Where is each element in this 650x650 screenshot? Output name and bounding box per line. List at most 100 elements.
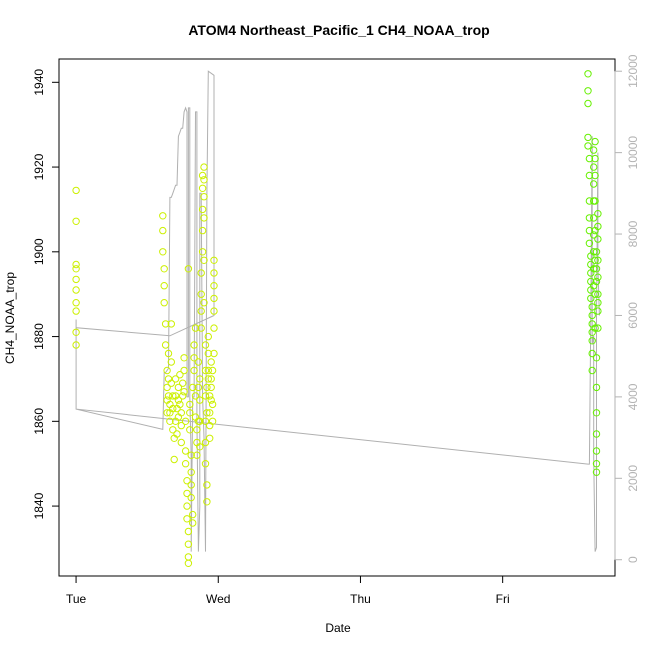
data-point <box>591 290 599 298</box>
data-point <box>588 311 596 320</box>
data-point <box>186 400 194 409</box>
data-point <box>167 358 176 366</box>
data-point <box>210 294 218 303</box>
data-point <box>198 226 207 235</box>
data-point <box>594 290 602 298</box>
data-point <box>72 299 80 307</box>
data-point <box>187 481 195 489</box>
data-point <box>210 282 218 290</box>
data-point <box>187 493 195 502</box>
y-axis-right: 0 2000 4000 6000 8000 10000 12000 <box>614 54 640 563</box>
data-point <box>204 375 213 383</box>
data-point <box>164 392 173 400</box>
y2-tick-label: 12000 <box>626 54 640 88</box>
data-point <box>194 358 203 366</box>
data-point <box>164 349 173 358</box>
data-point <box>590 248 598 256</box>
data-point <box>174 383 183 392</box>
data-point <box>180 388 188 396</box>
data-point <box>191 324 200 332</box>
data-point <box>590 214 598 222</box>
data-point <box>590 146 598 154</box>
data-point <box>197 324 205 332</box>
data-point <box>160 265 168 273</box>
data-point <box>590 231 598 239</box>
data-points-layer <box>72 70 602 567</box>
data-point <box>159 212 167 220</box>
data-point <box>193 451 201 459</box>
data-point <box>588 337 596 345</box>
data-point <box>207 358 215 366</box>
data-point <box>585 226 594 235</box>
y2-tick-label: 4000 <box>626 383 640 410</box>
data-point <box>203 409 211 417</box>
data-point <box>204 332 213 341</box>
data-point <box>189 510 197 519</box>
data-point <box>177 409 186 417</box>
data-point <box>590 265 598 273</box>
data-point <box>590 163 598 171</box>
data-point <box>72 341 80 349</box>
data-point <box>592 430 601 438</box>
y2-tick-label: 6000 <box>626 302 640 329</box>
x-tick-label: Thu <box>350 592 371 606</box>
data-point <box>196 375 204 383</box>
data-point <box>197 269 205 277</box>
y-tick-label: 1860 <box>32 408 46 435</box>
data-point <box>201 417 210 425</box>
data-point <box>201 392 210 400</box>
data-point <box>206 434 214 442</box>
data-point <box>591 256 599 264</box>
y-tick-label: 1920 <box>32 153 46 180</box>
data-point <box>587 294 595 303</box>
data-point <box>190 366 198 375</box>
data-point <box>200 193 208 201</box>
data-point <box>160 282 168 290</box>
data-point <box>169 426 177 434</box>
data-point <box>72 275 80 284</box>
data-point <box>173 430 181 438</box>
data-point <box>167 379 176 387</box>
chart-title: ATOM4 Northeast_Pacific_1 CH4_NOAA_trop <box>188 22 489 38</box>
data-point <box>176 400 184 409</box>
data-point <box>594 256 602 264</box>
data-point <box>72 265 80 273</box>
data-point <box>208 417 217 425</box>
data-point <box>190 341 198 349</box>
data-point <box>592 248 601 256</box>
plot-box <box>58 58 616 577</box>
data-point <box>160 299 168 307</box>
data-point <box>179 392 187 400</box>
data-point <box>197 290 205 298</box>
data-point <box>592 265 601 273</box>
data-point <box>210 256 218 264</box>
data-point <box>181 460 190 468</box>
data-point <box>177 438 186 447</box>
data-point <box>159 248 167 256</box>
altitude-line-layer <box>75 70 600 552</box>
data-point <box>72 328 80 336</box>
data-point <box>207 396 215 404</box>
data-point <box>206 409 214 417</box>
data-point <box>588 349 596 358</box>
data-point <box>592 383 601 392</box>
data-point <box>592 409 601 417</box>
y-tick-label: 1900 <box>32 238 46 265</box>
data-point <box>198 184 207 193</box>
data-point <box>584 87 592 95</box>
data-point <box>183 477 191 485</box>
data-point <box>588 303 596 311</box>
data-point <box>184 265 193 273</box>
data-point <box>163 409 171 417</box>
data-point <box>197 307 205 315</box>
data-point <box>206 392 214 400</box>
data-point <box>163 383 171 392</box>
data-point <box>585 239 594 248</box>
y-axis-label: CH4_NOAA_trop <box>3 272 17 364</box>
data-point <box>201 460 210 468</box>
data-point <box>186 409 194 417</box>
data-point <box>201 341 210 349</box>
data-point <box>200 299 208 307</box>
data-point <box>193 426 201 434</box>
